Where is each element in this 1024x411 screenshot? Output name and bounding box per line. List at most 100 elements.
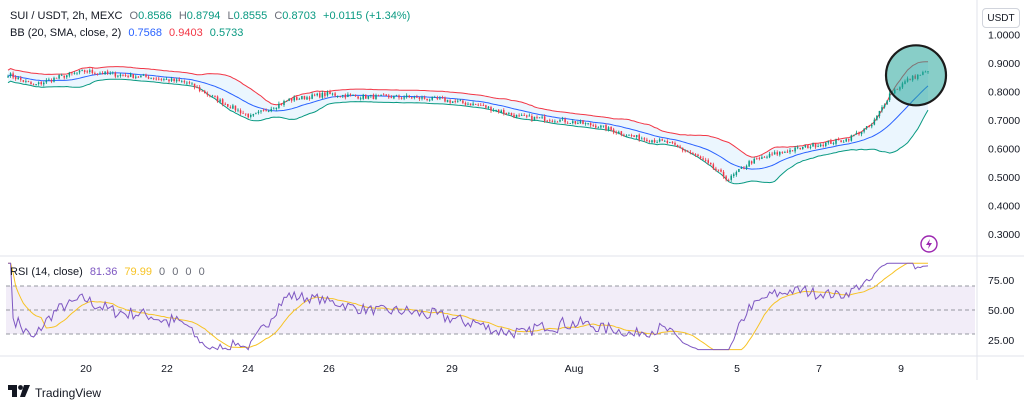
candle-body [658,139,661,142]
tradingview-brand[interactable]: TradingView [8,385,101,400]
candle-body [326,91,329,96]
candle-body [204,90,206,94]
candle-body [595,125,597,128]
candle-body [623,134,625,136]
candle-body [717,169,720,171]
symbol-title[interactable]: SUI / USDT, 2h, MEXC [10,10,123,22]
candle-body [334,93,336,96]
rsi-extra-0: 0 [159,266,166,278]
rsi-tick-label: 50.00 [988,305,1014,317]
candle-body [336,96,339,97]
candle-body [860,131,863,135]
candle-body [354,95,357,97]
rsi-value: 81.36 [89,266,118,278]
candle-body [635,135,638,138]
candle-body [275,107,278,109]
candle-body [664,140,666,142]
candle-body [53,77,55,82]
candle-body [244,113,247,115]
candle-body [538,117,541,119]
candle-body [285,100,288,102]
candle-body [776,152,778,155]
candle-body [508,113,510,115]
candle-body [597,127,600,129]
candle-body [224,103,226,105]
candle-body [533,116,536,120]
candle-body [206,93,209,95]
candle-body [546,120,548,122]
candle-body [32,84,35,86]
candle-body [446,99,449,103]
candle-body [462,100,464,103]
candle-body [395,95,398,97]
candle-body [500,110,502,113]
candle-body [761,157,763,159]
candle-body [449,100,451,103]
candle-body [25,80,27,82]
candle-body [835,139,837,144]
candle-body [60,75,63,76]
candle-body [117,75,119,77]
candle-body [480,104,482,106]
candle-body [715,168,717,171]
candle-body [807,145,809,149]
candle-body [257,111,260,113]
candle-body [551,120,554,122]
bb-basis-line [7,72,929,170]
candle-body [781,151,784,153]
candle-body [541,116,543,118]
candle-body [405,95,408,98]
candle-body [520,115,523,116]
rsi-label[interactable]: RSI (14, close) [10,266,83,278]
candle-body [467,103,469,105]
candle-body [492,110,495,112]
candle-body [720,169,722,172]
candle-body [441,97,444,99]
candle-body [308,97,311,100]
candle-body [681,147,684,151]
candle-body [656,142,658,143]
candle-body [17,77,19,80]
candle-body [306,97,308,100]
candle-body [311,94,313,99]
candle-body [96,73,99,75]
candle-body [536,116,538,118]
candle-body [398,95,400,98]
candle-body [513,114,515,118]
candle-body [127,75,129,77]
candle-body [886,100,888,105]
currency-button[interactable]: USDT [982,8,1020,28]
time-tick-label: 24 [242,363,254,375]
candle-body [73,72,76,74]
candle-body [278,103,280,108]
candle-body [666,141,669,143]
candle-body [451,101,454,103]
candle-body [403,97,405,99]
candle-body [794,147,796,152]
candle-body [12,73,14,78]
candle-body [362,94,364,99]
bb-label[interactable]: BB (20, SMA, close, 2) [10,27,122,39]
candle-body [267,111,270,112]
candle-body [63,75,65,78]
candle-body [809,146,812,148]
candle-body [745,165,748,169]
candle-body [702,158,704,160]
candle-body [628,134,630,136]
price-tick-label: 0.5000 [988,172,1020,184]
candle-body [832,143,835,145]
candle-body [91,70,94,73]
candle-body [871,125,873,127]
rsi-extra-3: 0 [198,266,205,278]
candle-body [822,144,824,146]
candle-body [518,115,520,117]
rsi-ma-value: 79.99 [124,266,152,278]
candle-body [505,112,508,115]
candle-body [370,95,372,96]
candle-body [487,106,490,109]
candle-body [842,141,845,143]
candle-body [135,76,137,78]
candle-body [439,97,441,99]
